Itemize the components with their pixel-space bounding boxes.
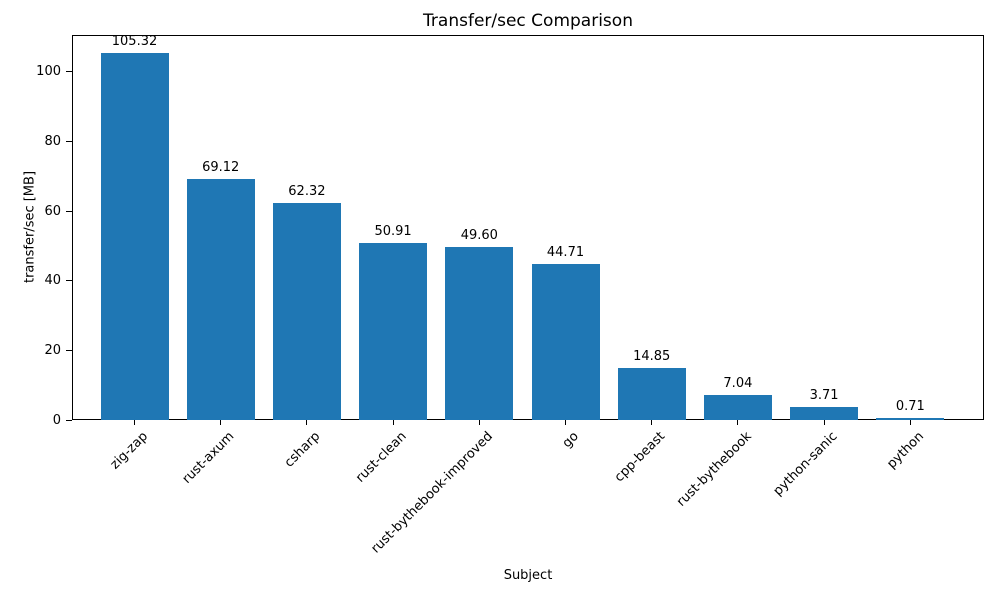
x-tick-mark	[823, 420, 825, 425]
bar	[445, 247, 514, 420]
bar-value-label: 49.60	[460, 228, 498, 244]
y-tick-label: 20	[44, 342, 61, 358]
y-tick-label: 80	[44, 134, 61, 150]
x-tick-label: csharp	[281, 429, 324, 471]
x-tick-mark	[220, 420, 222, 425]
bar	[359, 242, 428, 420]
y-tick-mark	[66, 210, 72, 212]
x-tick-label: cpp-beast	[612, 429, 669, 486]
x-tick-label: go	[560, 429, 583, 452]
x-tick-label: zig-zap	[107, 429, 152, 473]
y-tick-mark	[66, 419, 72, 421]
bar	[790, 407, 859, 420]
y-tick-mark	[66, 141, 72, 143]
x-tick-mark	[651, 420, 653, 425]
bar-value-label: 62.32	[288, 184, 326, 200]
x-tick-label: rust-bythebook	[673, 429, 755, 510]
bar-value-label: 50.91	[374, 223, 412, 239]
x-tick-label: python	[884, 429, 927, 472]
x-tick-mark	[306, 420, 308, 425]
bar-value-label: 7.04	[723, 376, 753, 392]
x-tick-mark	[134, 420, 135, 425]
bar	[531, 264, 600, 420]
x-tick-mark	[392, 420, 394, 425]
x-tick-label: python-sanic	[770, 429, 841, 499]
bar	[617, 368, 686, 420]
bar	[272, 203, 341, 420]
bar-value-label: 69.12	[202, 160, 240, 176]
bar	[186, 179, 255, 420]
bar-value-label: 3.71	[809, 388, 839, 404]
x-tick-mark	[909, 420, 911, 425]
bar	[703, 395, 772, 420]
y-tick-label: 60	[44, 203, 61, 219]
x-tick-mark	[565, 420, 566, 425]
bar-value-label: 0.71	[895, 398, 925, 414]
y-tick-mark	[66, 71, 72, 73]
x-tick-label: rust-clean	[353, 429, 410, 486]
bar	[876, 417, 945, 420]
x-tick-label: rust-axum	[179, 429, 238, 487]
bar	[100, 53, 169, 420]
y-tick-label: 100	[36, 64, 61, 80]
x-tick-mark	[478, 420, 480, 425]
bar-value-label: 44.71	[546, 245, 585, 261]
y-tick-label: 0	[52, 412, 61, 428]
x-axis-label: Subject	[503, 568, 553, 583]
x-tick-mark	[737, 420, 739, 425]
bar-value-label: 105.32	[111, 34, 158, 50]
y-tick-mark	[66, 280, 72, 282]
bar-value-label: 14.85	[633, 349, 671, 365]
y-tick-label: 40	[44, 273, 61, 289]
chart-title: Transfer/sec Comparison	[423, 11, 633, 31]
y-tick-mark	[66, 349, 72, 351]
